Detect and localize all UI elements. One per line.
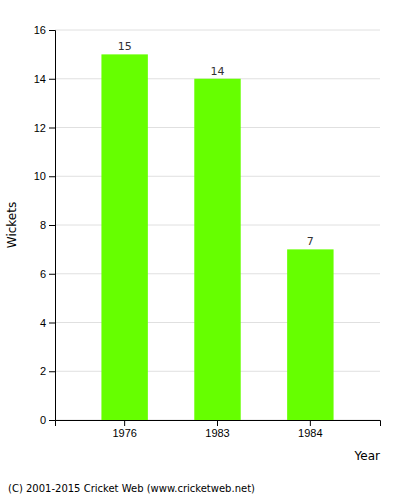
x-tick-label: 1983	[205, 427, 229, 439]
y-tick-label: 12	[34, 122, 46, 134]
annotation: (C) 2001-2015 Cricket Web (www.cricketwe…	[8, 483, 255, 494]
grid-line	[55, 30, 380, 31]
y-tick: 2	[40, 365, 55, 377]
y-tick-label: 0	[40, 414, 46, 426]
y-tick-mark	[49, 225, 55, 226]
y-tick-label: 10	[34, 170, 46, 182]
y-tick-label: 6	[40, 268, 46, 280]
x-tick-label: 1984	[298, 427, 322, 439]
y-tick-label: 14	[34, 73, 46, 85]
x-tick-mark	[310, 420, 311, 426]
y-tick: 4	[40, 317, 55, 329]
x-axis: 1976 1983 1984	[56, 420, 381, 439]
y-tick-label: 16	[34, 24, 46, 36]
data-labels: 15 14 7	[118, 40, 314, 248]
x-axis-title: Year	[354, 449, 380, 463]
bars	[101, 54, 333, 420]
bar	[194, 79, 240, 420]
y-tick: 0	[40, 414, 55, 426]
y-tick-mark	[49, 323, 55, 324]
y-tick-label: 8	[40, 219, 46, 231]
chart: 1976 1983 1984 0 2 4 6 8 10 12 14 16 15 14 7 Wickets Yea…	[0, 0, 400, 500]
data-label: 7	[307, 235, 314, 248]
x-tick-mark	[217, 420, 218, 426]
y-axis: 0 2 4 6 8 10 12 14 16	[34, 24, 56, 426]
x-tick: 1983	[205, 420, 229, 439]
x-tick: 1976	[112, 420, 136, 439]
bar	[101, 54, 147, 420]
y-tick-mark	[49, 30, 55, 31]
y-tick: 16	[34, 24, 55, 36]
x-tick-mark	[124, 420, 125, 426]
y-axis-title: Wickets	[5, 202, 19, 248]
data-label: 15	[118, 40, 132, 53]
plot: 1976 1983 1984 0 2 4 6 8 10 12 14 16 15 14 7	[34, 24, 381, 439]
y-tick-label: 4	[40, 317, 46, 329]
y-tick-mark	[49, 274, 55, 275]
y-tick: 12	[34, 122, 55, 134]
y-tick-mark	[49, 371, 55, 372]
y-tick-mark	[49, 176, 55, 177]
data-label: 14	[211, 65, 225, 78]
y-tick: 10	[34, 170, 55, 182]
y-tick: 14	[34, 73, 55, 85]
grid	[55, 30, 380, 420]
y-tick-label: 2	[40, 365, 46, 377]
y-tick-mark	[49, 420, 55, 421]
x-tick: 1984	[298, 420, 322, 439]
y-tick: 8	[40, 219, 55, 231]
x-tick-label: 1976	[112, 427, 136, 439]
y-axis-line	[49, 31, 56, 421]
y-tick-mark	[49, 128, 55, 129]
x-axis-line	[56, 421, 381, 427]
y-tick: 6	[40, 268, 55, 280]
bar	[287, 249, 333, 420]
y-tick-mark	[49, 79, 55, 80]
